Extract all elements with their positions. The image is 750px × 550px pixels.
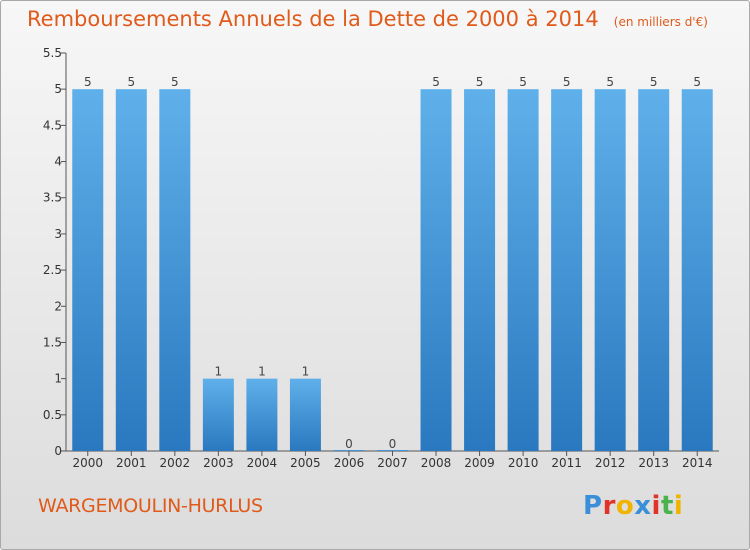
bar-value-label: 5: [84, 75, 92, 89]
bar-value-label: 1: [302, 365, 310, 379]
bars: [72, 89, 713, 451]
bar-value-label: 5: [432, 75, 440, 89]
y-tick-label: 2.5: [43, 263, 62, 277]
y-tick-label: 1: [54, 372, 62, 386]
x-tick-label: 2003: [203, 456, 234, 470]
bar-2014: [681, 89, 713, 451]
labels: 2000 5 2001 5 2002 5 2003 1 2004 1 2005 1 2006 0 2007 0…: [72, 75, 712, 470]
logo-letter: i: [673, 491, 684, 521]
y-tick-label: 0.5: [43, 408, 62, 422]
y-tick-label: 4.5: [43, 118, 62, 132]
bar-2008: [420, 89, 452, 451]
logo-letter: x: [634, 491, 652, 521]
bar-value-label: 5: [476, 75, 484, 89]
bar-value-label: 0: [389, 437, 397, 451]
bar-2003: [202, 378, 234, 451]
bar-value-label: 5: [519, 75, 527, 89]
bar-2000: [72, 89, 104, 451]
logo-letter: i: [651, 491, 661, 521]
x-tick-label: 2005: [290, 456, 321, 470]
bar-value-label: 1: [258, 365, 266, 379]
x-tick-label: 2014: [682, 456, 713, 470]
y-tick-label: 4: [54, 155, 62, 169]
proxiti-logo[interactable]: Proxiti: [583, 491, 683, 521]
bar-2009: [464, 89, 496, 451]
logo-letter: o: [615, 491, 635, 521]
bar-value-label: 0: [345, 437, 353, 451]
logo-letter: P: [583, 491, 603, 521]
bar-2002: [159, 89, 191, 451]
x-tick-label: 2007: [377, 456, 408, 470]
y-tick-label: 5.5: [43, 46, 62, 60]
bar-value-label: 5: [606, 75, 614, 89]
bar-2010: [507, 89, 539, 451]
y-tick-label: 2: [54, 299, 62, 313]
bar-value-label: 5: [693, 75, 701, 89]
bar-2007: [377, 450, 408, 451]
bar-2011: [551, 89, 583, 451]
bar-value-label: 5: [127, 75, 135, 89]
x-tick-label: 2011: [551, 456, 582, 470]
y-tick-label: 1.5: [43, 335, 62, 349]
commune-name: WARGEMOULIN-HURLUS: [38, 495, 263, 517]
x-tick-label: 2013: [638, 456, 669, 470]
x-tick-label: 2008: [421, 456, 452, 470]
x-tick-label: 2006: [334, 456, 365, 470]
bar-value-label: 5: [563, 75, 571, 89]
bar-2001: [115, 89, 147, 451]
bar-2012: [594, 89, 626, 451]
axes: 0 0.5 1 1.5 2 2.5 3 3.5 4 4.5 5 5.5: [43, 46, 719, 458]
title-line: Remboursements Annuels de la Dette de 20…: [27, 7, 708, 31]
bar-2005: [289, 378, 321, 451]
x-tick-label: 2002: [160, 456, 191, 470]
chart-title: Remboursements Annuels de la Dette de 20…: [27, 7, 599, 31]
bar-value-label: 5: [650, 75, 658, 89]
y-tick-label: 3: [54, 227, 62, 241]
logo-letter: r: [602, 491, 616, 521]
y-tick-label: 0: [54, 444, 62, 458]
x-tick-label: 2000: [72, 456, 103, 470]
logo-letter: t: [660, 491, 674, 521]
chart-unit: (en milliers d'€): [613, 15, 708, 29]
bar-value-label: 1: [215, 365, 223, 379]
bar-2004: [246, 378, 278, 451]
bar-2006: [333, 450, 365, 451]
x-tick-label: 2001: [116, 456, 147, 470]
x-tick-label: 2012: [595, 456, 626, 470]
y-tick-label: 3.5: [43, 191, 62, 205]
x-tick-label: 2009: [464, 456, 495, 470]
bar-2013: [638, 89, 670, 451]
x-tick-label: 2010: [508, 456, 539, 470]
bar-value-label: 5: [171, 75, 179, 89]
y-tick-label: 5: [54, 82, 62, 96]
x-tick-label: 2004: [247, 456, 278, 470]
